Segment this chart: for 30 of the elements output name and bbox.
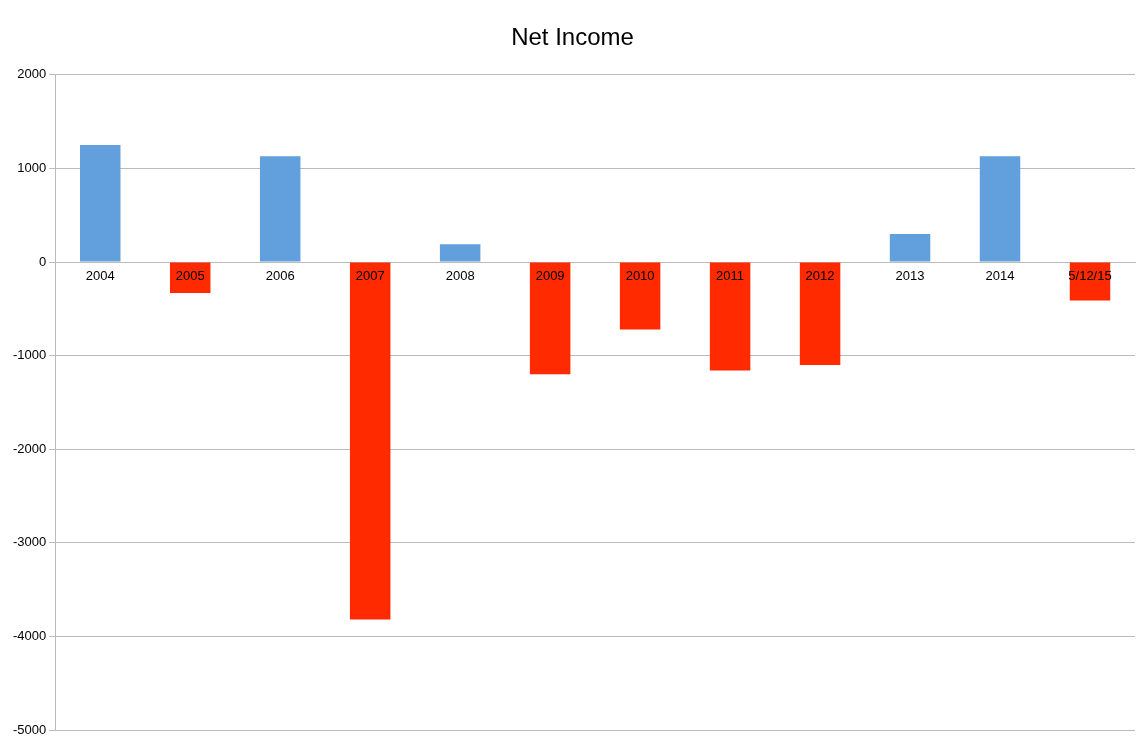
bar — [889, 233, 931, 262]
x-tick-label: 2014 — [985, 268, 1015, 284]
bar — [259, 156, 301, 262]
bar — [709, 262, 751, 371]
x-tick-label: 2010 — [625, 268, 655, 284]
bar — [79, 145, 121, 262]
bar — [349, 262, 391, 620]
y-tick-label: 2000 — [17, 66, 47, 82]
y-tick-label: -2000 — [13, 440, 47, 456]
bar — [439, 244, 481, 262]
bar — [979, 156, 1021, 262]
y-tick-label: 0 — [39, 253, 47, 269]
bar — [619, 262, 661, 330]
x-tick-label: 2004 — [85, 268, 115, 284]
x-tick-label: 2013 — [895, 268, 925, 284]
y-tick-label: -3000 — [13, 534, 47, 550]
y-tick-label: -1000 — [13, 347, 47, 363]
x-tick-label: 2009 — [535, 268, 565, 284]
y-tick-label: -5000 — [13, 721, 47, 737]
x-tick-label: 2006 — [265, 268, 295, 284]
chart-title: Net Income — [511, 23, 634, 51]
bar — [529, 262, 571, 375]
x-tick-label: 2012 — [805, 268, 835, 284]
x-tick-label: 2005 — [175, 268, 205, 284]
x-tick-label: 2011 — [716, 268, 745, 284]
bar — [799, 262, 841, 365]
x-tick-label: 2008 — [445, 268, 475, 284]
y-tick-label: 1000 — [17, 159, 47, 175]
x-tick-label: 2007 — [355, 268, 385, 284]
y-tick-label: -4000 — [13, 627, 47, 643]
